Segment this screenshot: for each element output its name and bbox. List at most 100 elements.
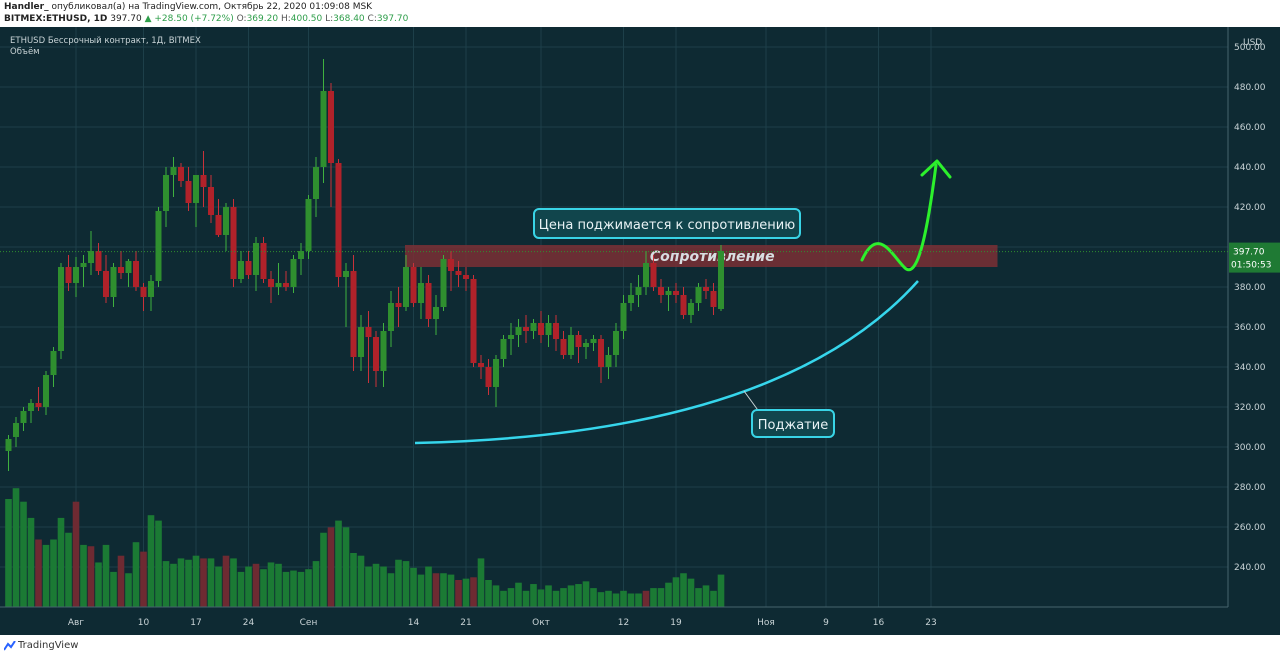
- bull-candle: [43, 375, 49, 407]
- footer-brand[interactable]: TradingView: [18, 640, 79, 651]
- bull-candle: [605, 355, 612, 367]
- price-tick-label: 380.00: [1234, 283, 1266, 293]
- bear-candle: [598, 339, 604, 367]
- volume-bar: [147, 515, 155, 607]
- bear-candle: [103, 271, 109, 297]
- bear-candle: [35, 403, 42, 407]
- bull-candle: [343, 271, 349, 277]
- time-tick-label: 24: [243, 618, 255, 628]
- volume-bar: [702, 585, 710, 607]
- volume-bar: [177, 558, 185, 607]
- volume-bar: [417, 574, 425, 607]
- callout-bottom-text: Поджатие: [758, 418, 828, 433]
- squeeze-curve: [414, 280, 919, 445]
- price-chart[interactable]: Сопротивление Цена поджимается к сопроти…: [0, 27, 1280, 635]
- volume-bar: [620, 590, 627, 607]
- arrow-head-icon: [920, 159, 952, 179]
- volume-bar: [275, 563, 282, 607]
- volume-bar: [582, 581, 590, 607]
- last-price-tag: [1229, 242, 1280, 273]
- time-axis-panel[interactable]: [0, 607, 1228, 635]
- bull-candle: [58, 267, 64, 351]
- bear-candle: [185, 181, 192, 203]
- time-tick-label: 16: [873, 618, 885, 628]
- price-value: 397.70: [110, 14, 142, 24]
- price-axis-panel[interactable]: [1228, 27, 1280, 607]
- volume-bar: [672, 577, 680, 607]
- volume-bar: [102, 544, 110, 607]
- bull-candle: [125, 261, 132, 273]
- legend-volume[interactable]: Объём: [10, 47, 40, 57]
- bear-candle: [410, 267, 417, 303]
- volume-bar: [12, 488, 20, 607]
- volume-bar: [57, 517, 65, 607]
- bear-candle: [140, 287, 147, 297]
- price-tick-label: 440.00: [1234, 163, 1266, 173]
- bull-candle: [613, 331, 619, 355]
- bear-candle: [658, 287, 664, 295]
- volume-bar: [95, 562, 102, 607]
- volume-bar: [372, 563, 380, 607]
- volume-bar: [117, 555, 125, 607]
- bull-candle: [155, 211, 162, 281]
- high-label: H:: [280, 14, 291, 24]
- price-tick-label: 500.00: [1234, 43, 1266, 53]
- bull-candle: [515, 327, 522, 335]
- bear-candle: [553, 323, 559, 339]
- price-tick-label: 260.00: [1234, 523, 1266, 533]
- volume-bar: [455, 580, 462, 607]
- volume-bar: [65, 532, 72, 607]
- volume-bar: [695, 588, 702, 607]
- bull-candle: [80, 263, 87, 267]
- bull-candle: [275, 283, 282, 287]
- volume-bar: [245, 566, 252, 607]
- price-tick-label: 460.00: [1234, 123, 1266, 133]
- volume-bar: [432, 573, 440, 607]
- volume-bar: [717, 574, 725, 607]
- volume-bar: [507, 588, 515, 607]
- volume-bar: [282, 571, 290, 607]
- volume-bar: [87, 546, 95, 607]
- bear-candle: [335, 163, 342, 277]
- bear-candle: [478, 363, 484, 367]
- bull-candle: [583, 343, 589, 347]
- volume-bar: [140, 551, 147, 607]
- bull-candle: [688, 303, 694, 315]
- bull-candle: [298, 251, 304, 259]
- bear-candle: [268, 279, 274, 287]
- volume-bar: [485, 580, 492, 607]
- bull-candle: [440, 259, 447, 307]
- time-tick-label: Авг: [68, 618, 84, 628]
- volume-bar: [462, 578, 470, 607]
- bull-candle: [238, 261, 244, 279]
- volume-bar: [320, 532, 327, 607]
- bear-candle: [260, 243, 267, 279]
- footer: TradingView: [0, 635, 1280, 657]
- bull-candle: [388, 303, 394, 331]
- ohlc-line: BITMEX:ETHUSD, 1D 397.70 ▲ +28.50 (+7.72…: [4, 14, 408, 24]
- bull-candle: [620, 303, 627, 331]
- volume-bar: [185, 559, 192, 607]
- chart-background: [0, 27, 1280, 635]
- time-axis: Авг 10 17 24 Сен 14 21 Окт 12 19 Ноя 9 16 23: [68, 618, 937, 628]
- bear-candle: [350, 271, 357, 357]
- volume-bar: [402, 561, 410, 607]
- bull-candle: [628, 295, 634, 303]
- volume-bar: [500, 590, 507, 607]
- author-name[interactable]: Handler_: [4, 2, 49, 12]
- volume-bar: [515, 582, 522, 607]
- volume-bar: [252, 563, 260, 607]
- volume-bar: [162, 561, 170, 607]
- open-label: O:: [236, 14, 247, 24]
- volume-bar: [42, 544, 50, 607]
- bull-candle: [88, 251, 94, 263]
- bull-candle: [718, 251, 724, 309]
- bull-candle: [305, 199, 312, 251]
- bull-candle: [313, 167, 319, 199]
- bull-candle: [635, 287, 642, 295]
- volume-bar: [237, 571, 245, 607]
- legend-title[interactable]: ETHUSD Бессрочный контракт, 1Д, BITMEX: [10, 36, 201, 46]
- close-label: C:: [367, 14, 377, 24]
- price-tick-label: 360.00: [1234, 323, 1266, 333]
- volume-bar: [522, 590, 530, 607]
